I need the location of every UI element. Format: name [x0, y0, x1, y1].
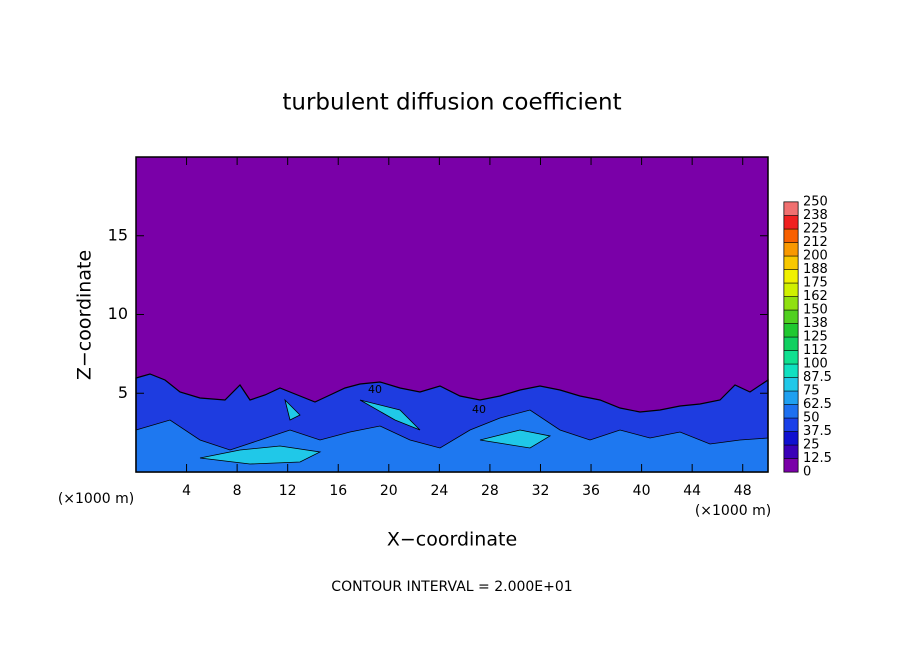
colorbar-label: 25	[803, 438, 820, 453]
y-tick-label: 10	[108, 304, 128, 323]
colorbar-swatch	[783, 255, 799, 270]
colorbar-label: 212	[803, 235, 828, 250]
colorbar-label: 250	[803, 195, 828, 210]
x-unit-label: (×1000 m)	[695, 503, 771, 519]
colorbar-label: 188	[803, 262, 828, 277]
colorbar-label: 150	[803, 303, 828, 318]
colorbar-label: 75	[803, 384, 820, 399]
x-tick-label: 40	[633, 483, 651, 499]
colorbar-label: 112	[803, 343, 828, 358]
y-axis-label: Z−coordinate	[74, 250, 96, 380]
colorbar-label: 87.5	[803, 370, 832, 385]
x-tick-label: 8	[233, 483, 242, 499]
x-axis-label: X−coordinate	[387, 529, 517, 551]
colorbar-label: 162	[803, 289, 828, 304]
colorbar-swatch	[783, 323, 799, 338]
colorbar-swatch	[783, 336, 799, 351]
colorbar-label: 175	[803, 276, 828, 291]
colorbar-swatch	[783, 269, 799, 284]
colorbar-label: 12.5	[803, 451, 832, 466]
x-tick-label: 48	[734, 483, 752, 499]
colorbar-swatch	[783, 404, 799, 419]
contour-label: 40	[368, 383, 382, 396]
y-tick-label: 5	[118, 383, 128, 402]
x-tick-label: 28	[481, 483, 499, 499]
x-tick-label: 4	[182, 483, 191, 499]
colorbar-swatch	[783, 431, 799, 446]
chart-title: turbulent diffusion coefficient	[282, 90, 621, 116]
colorbar-label: 200	[803, 249, 828, 264]
colorbar-swatch	[783, 444, 799, 459]
x-tick-label: 20	[380, 483, 398, 499]
field-region	[199, 398, 552, 465]
y-tick-label: 15	[108, 225, 128, 244]
field: 40 40	[135, 157, 769, 473]
x-tick-label: 32	[532, 483, 550, 499]
colorbar-swatch	[783, 458, 799, 473]
colorbar-swatch	[783, 242, 799, 257]
x-tick-label: 24	[430, 483, 448, 499]
colorbar-label: 138	[803, 316, 828, 331]
x-tick-label: 44	[683, 483, 701, 499]
colorbar-swatch	[783, 296, 799, 311]
colorbar-label: 238	[803, 208, 828, 223]
colorbar-swatch	[783, 282, 799, 297]
colorbar-swatch	[783, 309, 799, 324]
colorbar-label: 100	[803, 357, 828, 372]
colorbar-swatch	[783, 201, 799, 216]
colorbar-swatch	[783, 377, 799, 392]
colorbar-label: 37.5	[803, 424, 832, 439]
colorbar-swatch	[783, 350, 799, 365]
y-unit-label: (×1000 m)	[58, 491, 134, 507]
colorbar-label: 50	[803, 411, 820, 426]
x-tick-label: 16	[329, 483, 347, 499]
colorbar-label: 0	[803, 465, 811, 480]
colorbar-swatch	[783, 417, 799, 432]
colorbar-label: 125	[803, 330, 828, 345]
colorbar-swatch	[783, 215, 799, 230]
colorbar-swatch	[783, 363, 799, 378]
colorbar-swatch	[783, 390, 799, 405]
contour-label: 40	[472, 403, 486, 416]
x-tick-label: 12	[279, 483, 297, 499]
x-tick-label: 36	[582, 483, 600, 499]
colorbar-swatch	[783, 228, 799, 243]
colorbar-label: 225	[803, 222, 828, 237]
footnote: CONTOUR INTERVAL = 2.000E+01	[331, 579, 572, 595]
colorbar-label: 62.5	[803, 397, 832, 412]
